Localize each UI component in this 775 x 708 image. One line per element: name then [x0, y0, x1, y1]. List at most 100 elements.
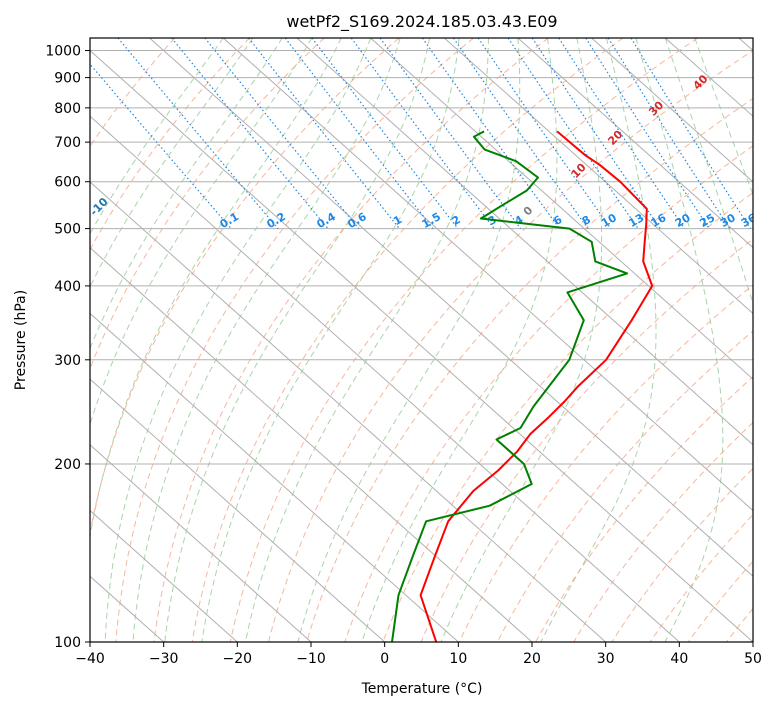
outer-curve-line: [0, 38, 63, 642]
dry-adiabat-line: [649, 513, 753, 642]
dry-adiabat-line: [573, 421, 753, 642]
dewpoint-profile: [391, 130, 629, 642]
isotherm-line: [90, 378, 385, 642]
mixing-ratio-line: [204, 38, 360, 229]
dry-adiabats: [90, 38, 775, 642]
temperature-profile: [419, 130, 654, 642]
mixing-ratio-label: 25: [698, 211, 718, 230]
moist-adiabat-line: [90, 38, 313, 426]
isotherm-line: [90, 49, 753, 642]
mixing-ratio-label: 4: [512, 213, 525, 228]
dry-adiabat-line: [765, 38, 775, 642]
y-tick-label: 700: [54, 135, 81, 151]
mixing-ratio-line: [477, 38, 612, 229]
red-temp-label: 40: [691, 72, 711, 92]
dry-adiabat-line: [90, 38, 250, 251]
moist-adiabat-line: [201, 38, 460, 642]
dry-adiabat-line: [268, 49, 753, 642]
moist-adiabat-line: [245, 38, 489, 642]
moist-adiabat-line: [164, 38, 431, 642]
y-tick-label: 900: [54, 71, 81, 87]
dry-adiabat-line: [191, 38, 624, 642]
red-temp-label: 10: [569, 161, 589, 181]
moist-adiabat-line: [694, 38, 753, 196]
y-tick-label: 1000: [45, 44, 81, 60]
mixing-ratio-label: 1.5: [420, 210, 443, 231]
isotherm-line: [296, 38, 753, 446]
dry-adiabat-line: [344, 145, 753, 642]
mixing-ratio-line: [453, 38, 589, 229]
moist-adiabat-line: [297, 38, 521, 642]
red-temp-label: 30: [646, 98, 666, 118]
isotherm-line: [443, 38, 753, 315]
mixing-ratio-label: 20: [673, 211, 693, 230]
plot-frame: [89, 37, 754, 643]
y-tick-label: 200: [54, 457, 81, 473]
y-tick-label: 600: [54, 175, 81, 191]
dry-adiabat-line: [726, 607, 753, 642]
mixing-ratio-label: 0.2: [265, 210, 288, 231]
dry-adiabat-line: [115, 38, 474, 642]
dry-adiabat-line: [535, 376, 753, 642]
x-tick-label: −20: [223, 651, 253, 667]
mixing-ratio-line: [607, 38, 731, 229]
isotherm-line: [591, 38, 753, 183]
x-axis-label: Temperature (°C): [361, 681, 483, 697]
moist-adiabat-line: [104, 38, 372, 642]
moist-adiabats: [90, 38, 753, 642]
blue-temp-label: -20: [12, 218, 35, 241]
dry-adiabat-line: [90, 38, 325, 370]
isotherm-line: [90, 115, 680, 642]
moist-adiabat-line: [90, 38, 224, 235]
moist-adiabat-line: [664, 38, 753, 306]
y-axis-ticks: 1000 900 800 700 600 500 400 300 200 100: [45, 44, 90, 651]
isotherm-line: [90, 181, 606, 642]
mixing-ratio-line: [421, 38, 561, 229]
dry-adiabat-line: [306, 97, 753, 642]
isotherm-line: [222, 38, 753, 512]
dry-adiabat-line: [687, 560, 753, 642]
x-tick-label: 10: [449, 651, 467, 667]
y-tick-label: 300: [54, 353, 81, 369]
moist-adiabat-line: [635, 38, 724, 642]
y-tick-label: 500: [54, 222, 81, 238]
moist-adiabat-line: [90, 38, 254, 289]
isotherm-line: [738, 38, 753, 52]
x-tick-label: 40: [670, 651, 688, 667]
mixing-ratio-label: 16: [649, 211, 669, 230]
isotherm-line: [664, 38, 753, 117]
x-tick-label: −30: [149, 651, 179, 667]
dry-adiabat-line: [382, 192, 753, 642]
mixing-ratio-label: 36: [739, 211, 759, 230]
y-tick-label: 400: [54, 279, 81, 295]
x-tick-label: −40: [75, 651, 105, 667]
x-tick-label: 30: [597, 651, 615, 667]
dry-adiabat-line: [496, 330, 753, 642]
isotherm-line: [149, 38, 753, 577]
y-axis-label: Pressure (hPa): [13, 290, 29, 390]
dry-adiabat-line: [420, 238, 753, 642]
mixing-ratio-line: [171, 38, 329, 229]
x-tick-label: −10: [296, 651, 326, 667]
outer-curves: [0, 38, 63, 642]
y-tick-label: 100: [54, 635, 81, 651]
moist-adiabat-line: [540, 38, 657, 642]
dry-adiabat-line: [153, 38, 549, 642]
isotherm-line: [370, 38, 753, 380]
isotherm-line: [90, 247, 533, 642]
mixing-ratio-label: 0.1: [218, 210, 241, 231]
mixing-ratio-label: 13: [627, 211, 647, 230]
blue-temp-label: -10: [87, 195, 110, 218]
mixing-ratio-line: [630, 38, 752, 229]
mixing-ratio-label: 0.4: [315, 210, 339, 231]
mixing-ratio-label: 1: [391, 213, 404, 228]
mixing-ratio-line: [90, 63, 232, 229]
mixing-ratio-line: [248, 38, 400, 229]
sounding-series: [391, 130, 654, 642]
moist-adiabat-line: [361, 38, 558, 642]
moist-adiabat-line: [90, 38, 342, 540]
moist-adiabat-line: [440, 38, 603, 642]
mixing-ratio-line: [585, 38, 710, 229]
dry-adiabat-line: [90, 38, 400, 536]
